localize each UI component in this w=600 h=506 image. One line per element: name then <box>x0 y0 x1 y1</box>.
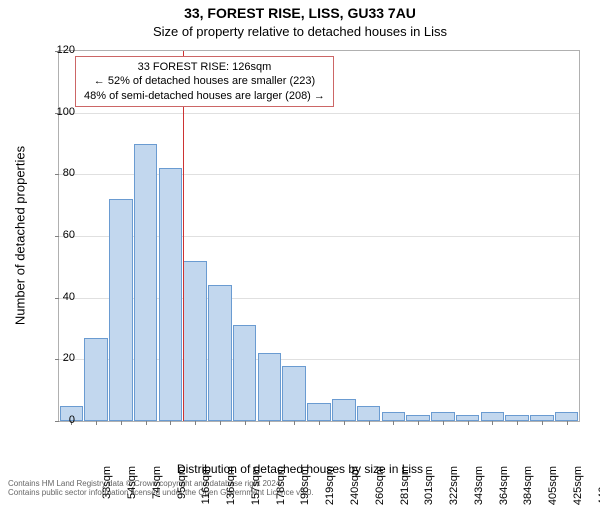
x-tick-mark <box>294 421 295 425</box>
bar <box>555 412 579 421</box>
x-tick-mark <box>468 421 469 425</box>
annotation-box: 33 FOREST RISE: 126sqm← 52% of detached … <box>75 56 334 107</box>
y-axis-label: Number of detached properties <box>13 136 28 336</box>
bar <box>134 144 158 422</box>
bar <box>109 199 133 421</box>
x-tick-label: 33sqm <box>101 466 113 506</box>
annotation-line: ← 52% of detached houses are smaller (22… <box>84 74 325 88</box>
y-tick-label: 40 <box>45 291 75 303</box>
x-tick-label: 136sqm <box>225 466 237 506</box>
x-tick-mark <box>344 421 345 425</box>
x-tick-label: 322sqm <box>448 466 460 506</box>
x-tick-label: 343sqm <box>473 466 485 506</box>
x-tick-label: 240sqm <box>349 466 361 506</box>
bar <box>208 285 232 421</box>
x-tick-mark <box>170 421 171 425</box>
x-tick-label: 301sqm <box>423 466 435 506</box>
x-tick-label: 198sqm <box>299 466 311 506</box>
bar <box>382 412 406 421</box>
x-tick-label: 74sqm <box>151 466 163 506</box>
x-tick-mark <box>96 421 97 425</box>
x-tick-mark <box>220 421 221 425</box>
x-tick-mark <box>121 421 122 425</box>
bar <box>84 338 108 421</box>
x-tick-mark <box>542 421 543 425</box>
x-tick-mark <box>443 421 444 425</box>
y-tick-label: 80 <box>45 167 75 179</box>
bar <box>332 399 356 421</box>
y-tick-label: 20 <box>45 352 75 364</box>
x-tick-label: 116sqm <box>200 466 212 506</box>
bar <box>183 261 207 421</box>
x-tick-mark <box>393 421 394 425</box>
x-tick-mark <box>146 421 147 425</box>
x-tick-mark <box>195 421 196 425</box>
bar <box>282 366 306 422</box>
x-tick-mark <box>567 421 568 425</box>
x-tick-mark <box>517 421 518 425</box>
x-tick-label: 425sqm <box>572 466 584 506</box>
x-tick-label: 281sqm <box>399 466 411 506</box>
x-tick-mark <box>245 421 246 425</box>
x-tick-label: 54sqm <box>126 466 138 506</box>
x-tick-label: 157sqm <box>250 466 262 506</box>
bar <box>159 168 183 421</box>
bar <box>258 353 282 421</box>
y-tick-label: 100 <box>45 106 75 118</box>
bar <box>481 412 505 421</box>
chart-container: 33, FOREST RISE, LISS, GU33 7AU Size of … <box>0 0 600 500</box>
x-tick-mark <box>369 421 370 425</box>
y-tick-label: 60 <box>45 229 75 241</box>
annotation-line: 33 FOREST RISE: 126sqm <box>84 60 325 74</box>
grid-line <box>59 113 579 114</box>
annotation-line: 48% of semi-detached houses are larger (… <box>84 89 325 103</box>
x-tick-mark <box>418 421 419 425</box>
x-tick-label: 405sqm <box>547 466 559 506</box>
bar <box>307 403 331 422</box>
bar <box>431 412 455 421</box>
y-tick-label: 0 <box>45 414 75 426</box>
bar <box>233 325 257 421</box>
bar <box>357 406 381 421</box>
x-tick-label: 219sqm <box>324 466 336 506</box>
x-tick-label: 446sqm <box>597 466 600 506</box>
x-tick-mark <box>319 421 320 425</box>
x-tick-label: 178sqm <box>275 466 287 506</box>
chart-title-main: 33, FOREST RISE, LISS, GU33 7AU <box>0 5 600 21</box>
x-tick-label: 384sqm <box>522 466 534 506</box>
x-tick-mark <box>492 421 493 425</box>
credit-line-1: Contains HM Land Registry data © Crown c… <box>8 479 283 488</box>
x-tick-label: 260sqm <box>374 466 386 506</box>
x-tick-label: 95sqm <box>176 466 188 506</box>
x-tick-label: 364sqm <box>498 466 510 506</box>
chart-title-sub: Size of property relative to detached ho… <box>0 24 600 39</box>
x-tick-mark <box>269 421 270 425</box>
y-tick-label: 120 <box>45 44 75 56</box>
